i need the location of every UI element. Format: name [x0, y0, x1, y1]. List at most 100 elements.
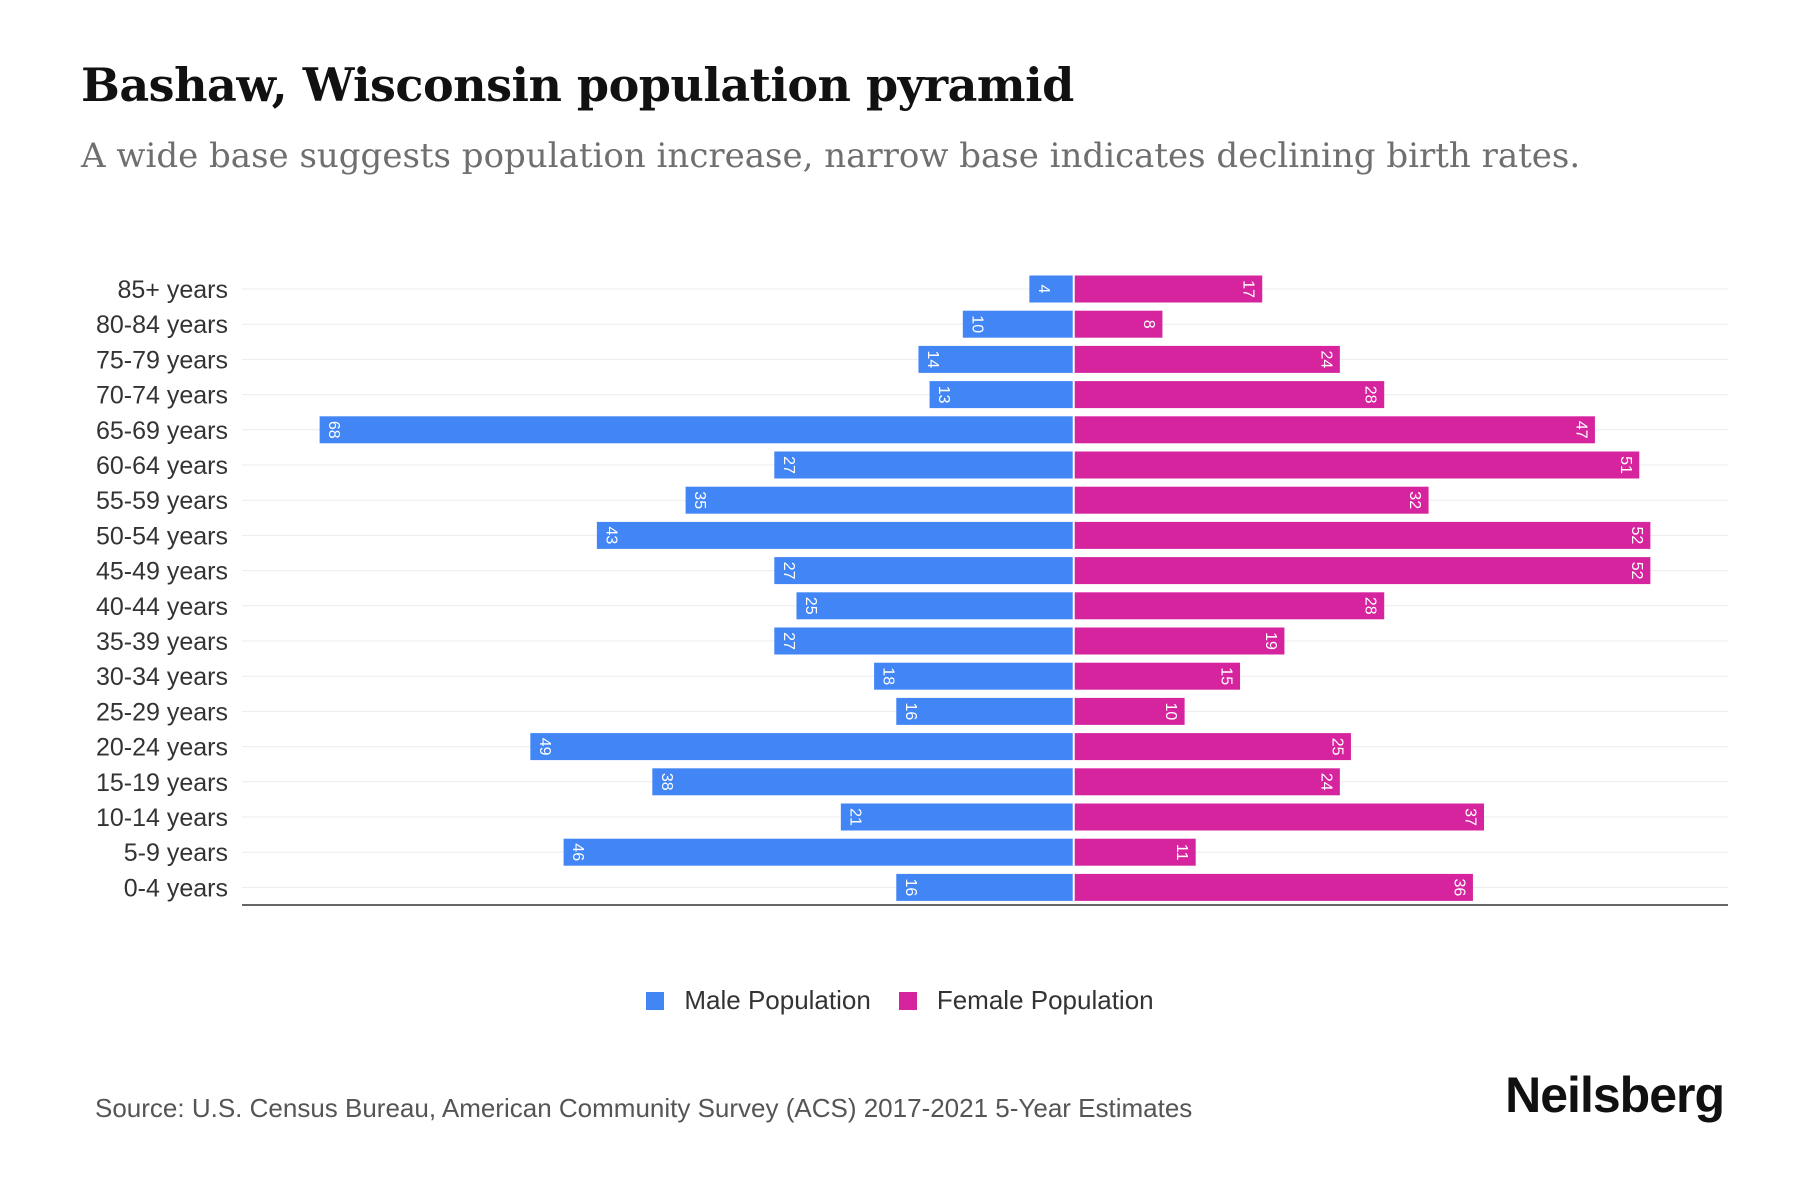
male-bar [1029, 275, 1074, 303]
female-bar [1073, 557, 1651, 585]
female-bar [1073, 381, 1385, 409]
male-bar [530, 733, 1074, 761]
female-data-label: 52 [1628, 562, 1645, 580]
female-bar [1073, 486, 1429, 514]
y-tick-label: 85+ years [118, 276, 229, 304]
male-data-label: 13 [935, 386, 952, 404]
male-data-label: 25 [802, 597, 819, 615]
female-data-label: 52 [1628, 527, 1645, 545]
brand-logo: Neilsberg [1505, 1067, 1725, 1123]
legend-item-male: Male Population [646, 985, 871, 1016]
male-data-label: 16 [902, 879, 919, 897]
male-data-label: 68 [325, 421, 342, 439]
male-bar [596, 521, 1074, 549]
female-data-label: 15 [1218, 667, 1235, 685]
female-data-label: 28 [1362, 597, 1379, 615]
female-data-label: 47 [1572, 421, 1589, 439]
male-data-label: 16 [902, 703, 919, 721]
male-bar [840, 803, 1074, 831]
male-bar [962, 310, 1074, 338]
legend-item-female: Female Population [898, 985, 1154, 1016]
chart-legend: Male Population Female Population [0, 985, 1800, 1016]
female-bar [1073, 416, 1595, 444]
male-bar [896, 697, 1074, 725]
male-bar [563, 838, 1074, 866]
male-bar [896, 873, 1074, 901]
female-bar [1073, 662, 1241, 690]
y-tick-label: 10-14 years [96, 804, 228, 832]
female-bar [1073, 873, 1473, 901]
y-tick-label: 50-54 years [96, 522, 228, 550]
male-bar [774, 627, 1074, 655]
female-bar [1073, 345, 1340, 373]
male-data-label: 46 [569, 843, 586, 861]
legend-label-male: Male Population [684, 985, 871, 1015]
legend-label-female: Female Population [936, 985, 1154, 1015]
source-note: Source: U.S. Census Bureau, American Com… [95, 1093, 1193, 1123]
male-bar [774, 557, 1074, 585]
female-data-label: 51 [1617, 456, 1634, 474]
female-bar [1073, 733, 1351, 761]
female-bar [1073, 521, 1651, 549]
female-data-label: 19 [1262, 632, 1279, 650]
male-bar [774, 451, 1074, 479]
male-data-label: 14 [924, 351, 941, 369]
female-data-label: 11 [1173, 844, 1190, 861]
male-data-label: 35 [691, 491, 708, 509]
male-bar [918, 345, 1074, 373]
y-tick-label: 40-44 years [96, 593, 228, 621]
female-data-label: 17 [1240, 280, 1257, 298]
female-bar [1073, 275, 1263, 303]
male-data-label: 21 [846, 808, 863, 826]
female-bar [1073, 697, 1185, 725]
y-tick-label: 55-59 years [96, 487, 228, 515]
female-bar [1073, 310, 1163, 338]
y-tick-label: 70-74 years [96, 382, 228, 410]
female-bar [1073, 803, 1485, 831]
male-data-label: 27 [780, 632, 797, 650]
male-data-label: 49 [536, 738, 553, 756]
y-tick-label: 45-49 years [96, 558, 228, 586]
male-bar [319, 416, 1074, 444]
male-data-label: 4 [1035, 285, 1052, 294]
y-tick-label: 15-19 years [96, 769, 228, 797]
female-bar [1073, 838, 1196, 866]
y-tick-label: 20-24 years [96, 734, 228, 762]
female-bar [1073, 627, 1285, 655]
y-tick-label: 35-39 years [96, 628, 228, 656]
y-tick-label: 25-29 years [96, 698, 228, 726]
female-data-label: 37 [1462, 808, 1479, 826]
female-data-label: 24 [1317, 773, 1334, 791]
female-data-label: 10 [1162, 703, 1179, 721]
female-data-label: 24 [1317, 351, 1334, 369]
female-bar [1073, 592, 1385, 620]
y-tick-label: 75-79 years [96, 346, 228, 374]
y-tick-label: 80-84 years [96, 311, 228, 339]
legend-swatch-female [898, 991, 917, 1010]
female-data-label: 28 [1362, 386, 1379, 404]
y-tick-label: 5-9 years [124, 839, 228, 867]
male-bar [874, 662, 1074, 690]
female-bar [1073, 451, 1640, 479]
male-data-label: 18 [880, 667, 897, 685]
male-bar [796, 592, 1074, 620]
female-data-label: 25 [1328, 738, 1345, 756]
male-data-label: 38 [658, 773, 675, 791]
chart-subtitle: A wide base suggests population increase… [81, 136, 1581, 176]
male-data-label: 10 [968, 315, 985, 333]
female-data-label: 8 [1140, 320, 1157, 329]
y-tick-label: 65-69 years [96, 417, 228, 445]
female-data-label: 36 [1450, 879, 1467, 897]
female-bar [1073, 768, 1340, 796]
male-bar [652, 768, 1074, 796]
male-bar [685, 486, 1074, 514]
male-data-label: 43 [602, 527, 619, 545]
male-bar [929, 381, 1074, 409]
female-data-label: 32 [1406, 491, 1423, 509]
y-tick-label: 30-34 years [96, 663, 228, 691]
male-data-label: 27 [780, 562, 797, 580]
male-data-label: 27 [780, 456, 797, 474]
chart-title: Bashaw, Wisconsin population pyramid [81, 58, 1074, 112]
legend-swatch-male [646, 991, 665, 1010]
